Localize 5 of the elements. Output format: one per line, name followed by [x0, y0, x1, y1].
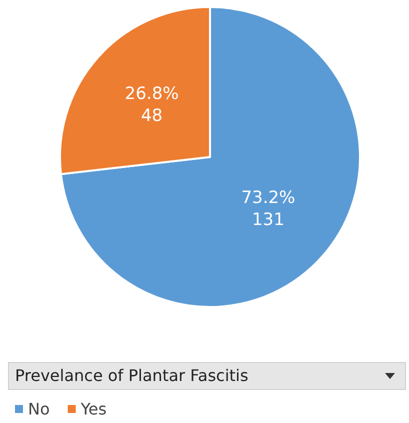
legend-label: Yes: [80, 400, 107, 418]
legend-label: No: [28, 400, 50, 418]
data-label: 26.8% 48: [124, 84, 179, 126]
data-label: 73.2% 131: [241, 188, 296, 230]
legend-title: Prevelance of Plantar Fascitis: [15, 366, 248, 385]
